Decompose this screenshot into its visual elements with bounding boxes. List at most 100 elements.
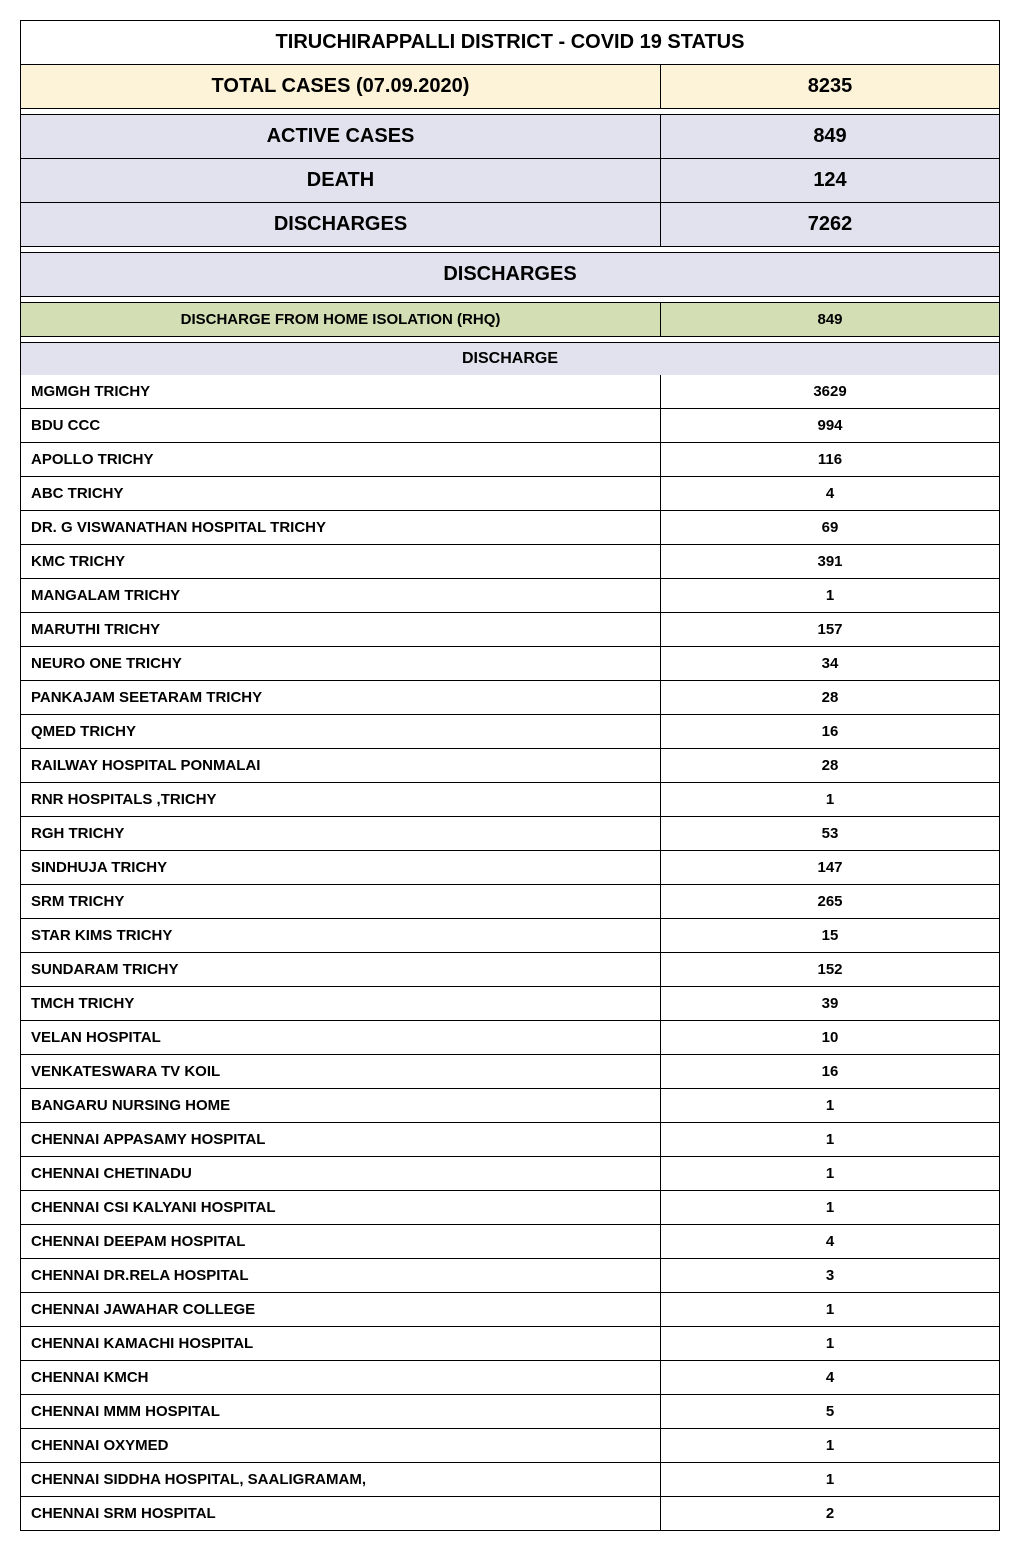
- table-row: RAILWAY HOSPITAL PONMALAI28: [21, 748, 999, 782]
- table-row: CHENNAI SRM HOSPITAL2: [21, 1496, 999, 1530]
- covid-status-table: TIRUCHIRAPPALLI DISTRICT - COVID 19 STAT…: [20, 20, 1000, 1531]
- table-row: CHENNAI DR.RELA HOSPITAL3: [21, 1258, 999, 1292]
- row-label: QMED TRICHY: [21, 715, 661, 748]
- table-row: CHENNAI CSI KALYANI HOSPITAL1: [21, 1190, 999, 1224]
- row-label: CHENNAI SRM HOSPITAL: [21, 1497, 661, 1530]
- row-label: SINDHUJA TRICHY: [21, 851, 661, 884]
- total-cases-label: TOTAL CASES (07.09.2020): [21, 65, 661, 108]
- row-label: VENKATESWARA TV KOIL: [21, 1055, 661, 1088]
- row-value: 10: [661, 1021, 999, 1054]
- table-row: CHENNAI JAWAHAR COLLEGE1: [21, 1292, 999, 1326]
- row-label: STAR KIMS TRICHY: [21, 919, 661, 952]
- row-label: NEURO ONE TRICHY: [21, 647, 661, 680]
- row-value: 16: [661, 1055, 999, 1088]
- row-label: DR. G VISWANATHAN HOSPITAL TRICHY: [21, 511, 661, 544]
- table-row: APOLLO TRICHY116: [21, 442, 999, 476]
- row-value: 4: [661, 477, 999, 510]
- row-value: 994: [661, 409, 999, 442]
- active-cases-value: 849: [661, 115, 999, 158]
- row-value: 1: [661, 1293, 999, 1326]
- row-value: 3629: [661, 375, 999, 408]
- table-row: CHENNAI DEEPAM HOSPITAL4: [21, 1224, 999, 1258]
- row-value: 1: [661, 783, 999, 816]
- row-value: 265: [661, 885, 999, 918]
- total-cases-value: 8235: [661, 65, 999, 108]
- row-label: BDU CCC: [21, 409, 661, 442]
- death-value: 124: [661, 159, 999, 202]
- table-row: CHENNAI APPASAMY HOSPITAL1: [21, 1122, 999, 1156]
- row-label: MARUTHI TRICHY: [21, 613, 661, 646]
- table-row: SUNDARAM TRICHY152: [21, 952, 999, 986]
- table-row: QMED TRICHY16: [21, 714, 999, 748]
- row-value: 4: [661, 1225, 999, 1258]
- table-row: BDU CCC994: [21, 408, 999, 442]
- row-label: CHENNAI KAMACHI HOSPITAL: [21, 1327, 661, 1360]
- row-label: RAILWAY HOSPITAL PONMALAI: [21, 749, 661, 782]
- row-label: BANGARU NURSING HOME: [21, 1089, 661, 1122]
- table-row: SRM TRICHY265: [21, 884, 999, 918]
- row-label: CHENNAI CSI KALYANI HOSPITAL: [21, 1191, 661, 1224]
- active-cases-label: ACTIVE CASES: [21, 115, 661, 158]
- table-row: KMC TRICHY391: [21, 544, 999, 578]
- row-value: 147: [661, 851, 999, 884]
- row-value: 28: [661, 749, 999, 782]
- row-label: KMC TRICHY: [21, 545, 661, 578]
- title-band: TIRUCHIRAPPALLI DISTRICT - COVID 19 STAT…: [21, 21, 999, 64]
- discharges-summary-label: DISCHARGES: [21, 203, 661, 246]
- row-label: ABC TRICHY: [21, 477, 661, 510]
- death-label: DEATH: [21, 159, 661, 202]
- row-label: CHENNAI MMM HOSPITAL: [21, 1395, 661, 1428]
- row-label: CHENNAI SIDDHA HOSPITAL, SAALIGRAMAM,: [21, 1463, 661, 1496]
- row-label: PANKAJAM SEETARAM TRICHY: [21, 681, 661, 714]
- table-row: CHENNAI KMCH4: [21, 1360, 999, 1394]
- row-label: APOLLO TRICHY: [21, 443, 661, 476]
- row-value: 15: [661, 919, 999, 952]
- row-value: 1: [661, 1463, 999, 1496]
- rhq-row: DISCHARGE FROM HOME ISOLATION (RHQ) 849: [21, 302, 999, 336]
- total-cases-row: TOTAL CASES (07.09.2020) 8235: [21, 64, 999, 108]
- table-row: CHENNAI SIDDHA HOSPITAL, SAALIGRAMAM,1: [21, 1462, 999, 1496]
- row-value: 28: [661, 681, 999, 714]
- table-row: CHENNAI OXYMED1: [21, 1428, 999, 1462]
- row-value: 16: [661, 715, 999, 748]
- table-row: MARUTHI TRICHY157: [21, 612, 999, 646]
- discharges-summary-row: DISCHARGES 7262: [21, 202, 999, 246]
- row-value: 1: [661, 1123, 999, 1156]
- table-row: ABC TRICHY4: [21, 476, 999, 510]
- table-row: NEURO ONE TRICHY34: [21, 646, 999, 680]
- discharges-band: DISCHARGES: [21, 252, 999, 296]
- rhq-value: 849: [661, 303, 999, 336]
- active-cases-row: ACTIVE CASES 849: [21, 114, 999, 158]
- rows-container: MGMGH TRICHY3629BDU CCC994APOLLO TRICHY1…: [21, 375, 999, 1530]
- table-row: TMCH TRICHY39: [21, 986, 999, 1020]
- row-value: 4: [661, 1361, 999, 1394]
- table-row: DR. G VISWANATHAN HOSPITAL TRICHY69: [21, 510, 999, 544]
- row-label: CHENNAI KMCH: [21, 1361, 661, 1394]
- table-row: CHENNAI KAMACHI HOSPITAL1: [21, 1326, 999, 1360]
- table-row: CHENNAI CHETINADU1: [21, 1156, 999, 1190]
- row-label: CHENNAI JAWAHAR COLLEGE: [21, 1293, 661, 1326]
- row-value: 1: [661, 1089, 999, 1122]
- row-value: 1: [661, 1327, 999, 1360]
- row-label: CHENNAI DEEPAM HOSPITAL: [21, 1225, 661, 1258]
- row-label: RGH TRICHY: [21, 817, 661, 850]
- row-value: 391: [661, 545, 999, 578]
- table-row: CHENNAI MMM HOSPITAL5: [21, 1394, 999, 1428]
- row-value: 69: [661, 511, 999, 544]
- row-label: RNR HOSPITALS ,TRICHY: [21, 783, 661, 816]
- row-value: 3: [661, 1259, 999, 1292]
- row-label: CHENNAI DR.RELA HOSPITAL: [21, 1259, 661, 1292]
- rhq-label: DISCHARGE FROM HOME ISOLATION (RHQ): [21, 303, 661, 336]
- row-label: SUNDARAM TRICHY: [21, 953, 661, 986]
- row-value: 34: [661, 647, 999, 680]
- table-row: VENKATESWARA TV KOIL16: [21, 1054, 999, 1088]
- row-value: 1: [661, 579, 999, 612]
- row-value: 39: [661, 987, 999, 1020]
- row-label: TMCH TRICHY: [21, 987, 661, 1020]
- table-row: RNR HOSPITALS ,TRICHY1: [21, 782, 999, 816]
- death-row: DEATH 124: [21, 158, 999, 202]
- table-row: BANGARU NURSING HOME1: [21, 1088, 999, 1122]
- row-label: MGMGH TRICHY: [21, 375, 661, 408]
- row-value: 1: [661, 1191, 999, 1224]
- row-label: MANGALAM TRICHY: [21, 579, 661, 612]
